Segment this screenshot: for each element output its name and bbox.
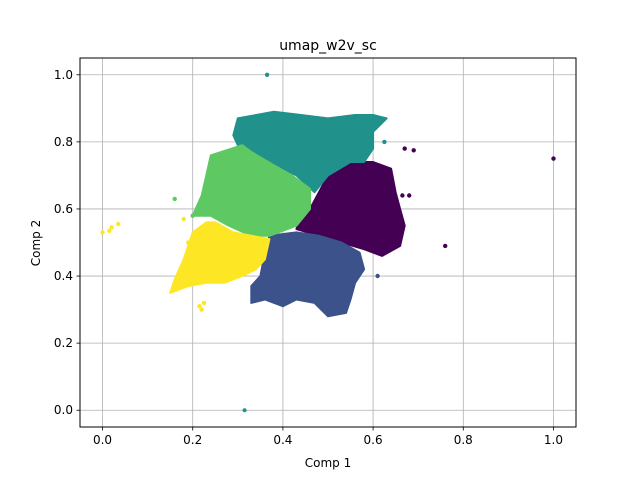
data-point (407, 193, 412, 198)
data-point (199, 307, 204, 312)
chart-title: umap_w2v_sc (279, 38, 377, 54)
cluster-region (191, 144, 311, 237)
y-tick-label: 1.0 (54, 68, 73, 82)
data-point (400, 193, 405, 198)
ticks: 0.0 0.2 0.4 0.6 0.8 1.0 0.0 0.2 0.4 0.6 0.8 1.0 (54, 68, 563, 447)
cluster-1 (250, 231, 380, 318)
data-point (551, 156, 556, 161)
data-point (197, 304, 202, 309)
x-tick-label: 0.6 (364, 433, 383, 447)
y-tick-label: 0.2 (54, 336, 73, 350)
data-point (107, 228, 112, 233)
data-point (411, 148, 416, 153)
data-point (402, 146, 407, 151)
plot-frame (79, 57, 577, 428)
data-point (186, 240, 191, 245)
cluster-3 (172, 144, 311, 237)
y-tick-label: 0.4 (54, 269, 73, 283)
y-tick-label: 0.0 (54, 403, 73, 417)
data-point (382, 139, 387, 145)
cluster-region (250, 231, 366, 318)
data-point (201, 300, 207, 306)
y-axis-label: Comp 2 (29, 220, 43, 266)
data-point (375, 273, 380, 279)
data-point (116, 221, 121, 227)
clusters (100, 72, 556, 413)
x-axis-label: Comp 1 (305, 456, 351, 470)
data-point (377, 250, 383, 255)
x-tick-label: 0.8 (454, 433, 473, 447)
data-point (109, 225, 114, 230)
data-point (190, 213, 195, 218)
x-tick-label: 0.2 (183, 433, 202, 447)
data-point (181, 216, 186, 222)
x-tick-label: 1.0 (544, 433, 563, 447)
y-tick-label: 0.6 (54, 202, 73, 216)
data-point (443, 243, 448, 249)
data-point (172, 196, 177, 202)
x-tick-label: 0.0 (93, 433, 112, 447)
x-tick-label: 0.4 (273, 433, 292, 447)
data-point (264, 72, 270, 78)
y-tick-label: 0.8 (54, 135, 73, 149)
data-point (100, 230, 105, 235)
outlier-point (242, 408, 247, 413)
cluster-4 (100, 216, 271, 312)
